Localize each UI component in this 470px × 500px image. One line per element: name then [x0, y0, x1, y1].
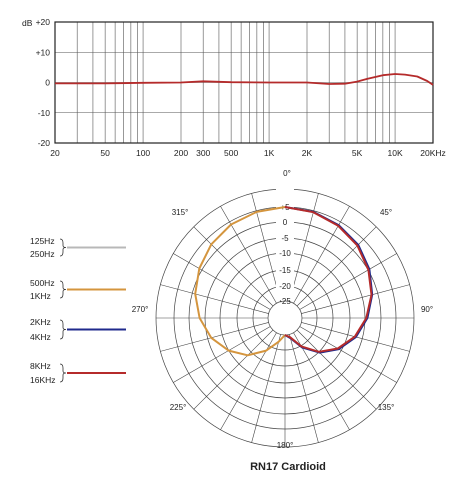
legend: 125Hz 250Hz 500Hz 1KHz 2KHz 4KHz 8KHz 16KHz [30, 236, 126, 385]
polar-spoke [299, 326, 397, 383]
legend-bracket [59, 280, 67, 299]
polar-spoke [301, 284, 410, 314]
legend-bracket [59, 363, 67, 383]
x-tick-label: 200 [174, 148, 188, 158]
legend-bracket [59, 238, 67, 257]
legend-label: 250Hz [30, 249, 55, 259]
ring-label: -10 [279, 249, 291, 258]
x-tick-label: 1K [264, 148, 275, 158]
x-tick-label: 100 [136, 148, 150, 158]
polar-spoke [173, 253, 271, 310]
x-tick-label: 5K [352, 148, 363, 158]
polar-spoke [251, 334, 281, 443]
frequency-series [55, 73, 434, 86]
polar-spoke [160, 284, 269, 314]
ring-label: -15 [279, 266, 291, 275]
angle-labels: 0° 45° 90° 135° 180° 225° 270° 315° [132, 169, 433, 450]
legend-label: 4KHz [30, 332, 51, 342]
polar-spoke [160, 322, 269, 352]
legend-label: 500Hz [30, 278, 55, 288]
angle-label: 180° [277, 441, 294, 450]
ring-label: -5 [281, 234, 289, 243]
y-tick-labels: +20 +10 0 -10 -20 [36, 17, 51, 148]
polar-spoke [293, 332, 350, 430]
response-line [55, 73, 434, 86]
x-tick-label: 20KHz [420, 148, 446, 158]
y-tick-label: +20 [36, 17, 51, 27]
polar-spoke [299, 253, 397, 310]
polar-spoke [296, 226, 377, 307]
y-axis-label: dB [22, 18, 33, 28]
x-tick-label: 500 [224, 148, 238, 158]
polar-spoke [193, 329, 274, 410]
polar-pattern-chart: +50-5-10-15-20-25 0°45°90°135°180°225°27… [132, 169, 433, 473]
legend-label: 125Hz [30, 236, 55, 246]
y-tick-label: 0 [45, 78, 50, 88]
angle-label: 0° [283, 169, 291, 178]
polar-ring [267, 300, 303, 336]
y-tick-label: +10 [36, 47, 51, 57]
x-tick-label: 2K [302, 148, 313, 158]
angle-label: 315° [172, 208, 189, 217]
ring-label-background [276, 182, 294, 300]
polar-pattern-line [284, 206, 373, 353]
legend-label: 1KHz [30, 291, 51, 301]
polar-spoke [296, 329, 377, 410]
ring-label: -20 [279, 282, 291, 291]
polar-spoke [193, 226, 274, 307]
legend-label: 2KHz [30, 317, 51, 327]
angle-label: 45° [380, 208, 392, 217]
polar-series [194, 206, 374, 357]
legend-label: 8KHz [30, 361, 51, 371]
polar-spoke [293, 206, 350, 304]
polar-pattern-line [194, 206, 286, 357]
ring-label: -25 [279, 297, 291, 306]
x-tick-label: 50 [100, 148, 110, 158]
polar-spoke [220, 206, 277, 304]
x-tick-label: 10K [388, 148, 403, 158]
y-tick-label: -20 [38, 138, 51, 148]
angle-label: 225° [170, 403, 187, 412]
x-tick-label: 300 [196, 148, 210, 158]
x-tick-label: 20 [50, 148, 60, 158]
frequency-response-chart: dB +20 +10 0 -10 -20 20 50 100 200 300 500 1K 2K 5K 1… [22, 17, 446, 158]
polar-spoke [173, 326, 271, 383]
angle-label: 135° [378, 403, 395, 412]
x-tick-labels: 20 50 100 200 300 500 1K 2K 5K 10K 20KHz [50, 148, 445, 158]
ring-label: 0 [283, 218, 288, 227]
legend-bracket [59, 319, 67, 340]
y-tick-label: -10 [38, 108, 51, 118]
chart-title: RN17 Cardioid [250, 461, 326, 473]
polar-spoke [289, 334, 319, 443]
legend-label: 16KHz [30, 375, 56, 385]
angle-label: 90° [421, 305, 433, 314]
angle-label: 270° [132, 305, 149, 314]
